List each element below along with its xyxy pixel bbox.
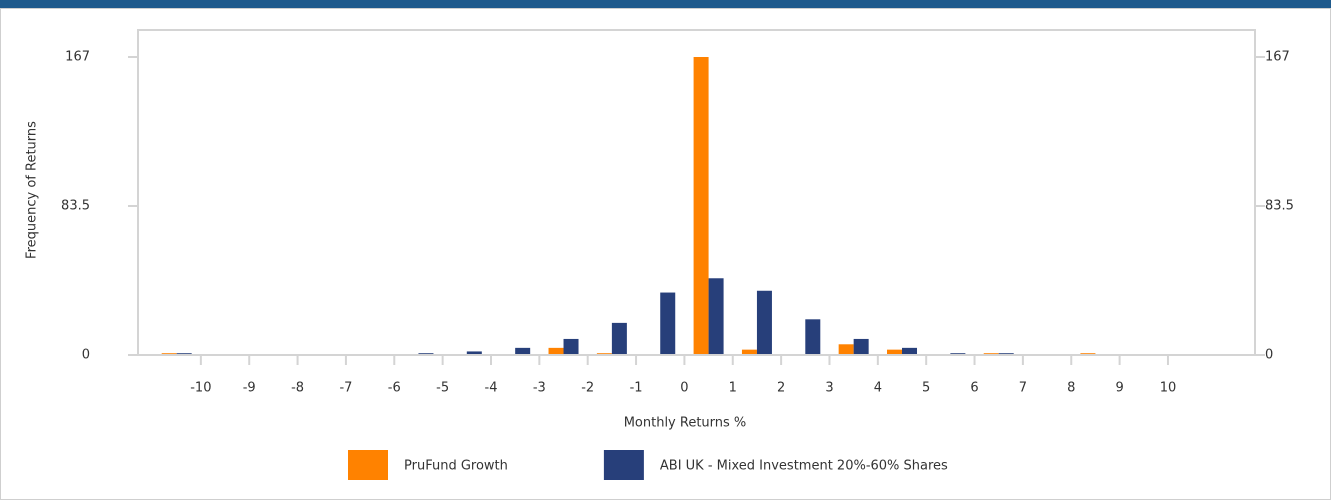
x-tick-label: -7	[339, 381, 352, 396]
x-tick-label: 3	[825, 381, 833, 396]
x-tick-label: 10	[1160, 381, 1177, 396]
bar	[548, 347, 564, 355]
x-tick-label: 5	[922, 381, 930, 396]
bar	[515, 347, 531, 355]
legend-label: ABI UK - Mixed Investment 20%-60% Shares	[660, 459, 948, 474]
x-tick-label: -6	[388, 381, 401, 396]
y-tick-label: 83.5	[61, 199, 90, 214]
bar	[756, 290, 772, 355]
legend-swatch	[603, 450, 644, 480]
bar	[887, 349, 903, 355]
x-tick-label: 8	[1067, 381, 1075, 396]
x-tick-label: -4	[485, 381, 498, 396]
bar	[741, 349, 757, 355]
x-tick-label: 0	[680, 381, 688, 396]
header-band	[0, 0, 1331, 8]
y2-tick-label: 83.5	[1265, 199, 1294, 214]
x-tick-label: 6	[970, 381, 978, 396]
y-tick-label: 0	[82, 348, 90, 363]
x-tick-label: -10	[190, 381, 211, 396]
y2-tick-label: 167	[1265, 50, 1290, 65]
bar	[708, 278, 724, 355]
x-tick-label: 1	[729, 381, 737, 396]
x-tick-label: -2	[581, 381, 594, 396]
bar	[660, 292, 676, 355]
legend-label: PruFund Growth	[404, 459, 508, 474]
x-tick-label: -8	[291, 381, 304, 396]
bar	[838, 344, 854, 355]
bar	[853, 338, 869, 355]
y-tick-label: 167	[65, 50, 90, 65]
x-tick-label: 7	[1019, 381, 1027, 396]
y2-tick-label: 0	[1265, 348, 1273, 363]
bar	[902, 347, 918, 355]
y-axis-label: Frequency of Returns	[25, 121, 40, 259]
x-tick-label: 4	[874, 381, 882, 396]
x-tick-label: -3	[533, 381, 546, 396]
x-tick-label: -9	[243, 381, 256, 396]
x-tick-label: 2	[777, 381, 785, 396]
bar	[805, 319, 821, 355]
x-axis-label: Monthly Returns %	[624, 416, 747, 431]
bar	[611, 322, 627, 355]
bar	[466, 351, 482, 355]
x-tick-label: -5	[436, 381, 449, 396]
x-tick-label: 9	[1115, 381, 1123, 396]
legend-swatch	[348, 450, 388, 480]
bar	[563, 338, 579, 355]
bar	[693, 57, 709, 355]
x-tick-label: -1	[630, 381, 643, 396]
